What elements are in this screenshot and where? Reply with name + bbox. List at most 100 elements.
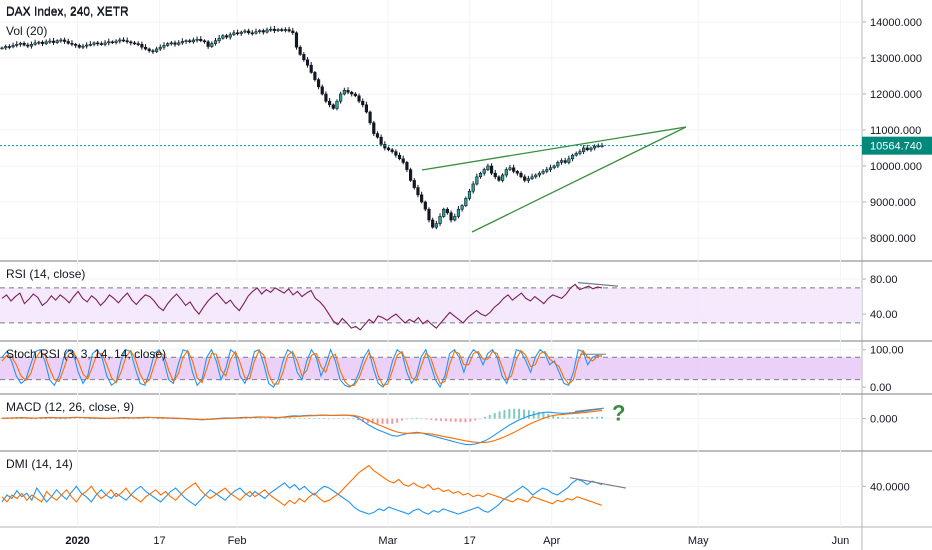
macd-histogram-bar [79, 418, 82, 420]
volume-legend[interactable]: Vol (20) [6, 24, 48, 38]
candle [353, 93, 357, 97]
candle [556, 162, 560, 167]
macd-histogram-bar [508, 409, 511, 419]
candle [40, 41, 45, 44]
macd-histogram-bar [108, 418, 111, 420]
candle [29, 44, 34, 47]
candle [0, 47, 4, 50]
macd-histogram-bar [20, 418, 23, 419]
candle [77, 45, 81, 48]
macd-histogram-bar [303, 418, 306, 419]
candle [578, 151, 582, 154]
price-axis[interactable]: 8000.000 9000.000 10000.000 11000.000 12000.… [862, 17, 932, 493]
candle [460, 205, 464, 210]
candle [74, 44, 78, 46]
candle [541, 171, 545, 174]
macd-histogram-bar [527, 410, 530, 419]
candle [482, 169, 486, 174]
candle [523, 176, 527, 181]
candle [228, 34, 232, 38]
candle [596, 145, 600, 148]
candle [320, 86, 324, 95]
candle [166, 43, 170, 46]
macd-histogram-bar [396, 418, 399, 423]
candle [383, 144, 387, 149]
candle [394, 151, 398, 156]
macd-histogram-bar [54, 418, 57, 420]
candle [401, 158, 405, 163]
candle [464, 198, 468, 206]
macd-histogram-bar [513, 408, 516, 419]
macd-histogram-bar [249, 418, 252, 420]
candle [136, 43, 140, 45]
macd-histogram-bar [444, 418, 447, 422]
candle [467, 190, 472, 199]
candle [456, 208, 461, 217]
macd-histogram-bar [132, 418, 135, 420]
macd-histogram-bar [259, 418, 262, 419]
candle [180, 41, 184, 44]
macd-histogram-bar [59, 418, 62, 420]
candle [239, 31, 243, 34]
candle [48, 40, 52, 43]
macd-histogram-bar [459, 418, 462, 423]
candle [548, 167, 553, 170]
macd-histogram-bar [49, 418, 52, 419]
candle [103, 42, 107, 45]
candle [173, 42, 177, 45]
candle [386, 147, 391, 151]
candle [206, 41, 210, 47]
candle [567, 158, 571, 163]
macd-histogram-bar [552, 415, 555, 419]
candle [427, 208, 431, 221]
candle [593, 145, 597, 149]
wedge-lower-trendline [471, 126, 687, 233]
candle [346, 90, 350, 93]
candle [501, 174, 505, 181]
dmi-pane-title: DMI (14, 14) [6, 457, 73, 471]
candle [294, 32, 299, 48]
candle [475, 176, 479, 185]
symbol-legend[interactable]: DAX Index, 240, XETR [6, 4, 129, 18]
candle [81, 45, 85, 48]
candle [191, 39, 195, 43]
macd-histogram-bar [83, 418, 86, 420]
macd-histogram-bar [93, 418, 96, 420]
candle [217, 37, 221, 42]
candle [199, 38, 203, 42]
candle [574, 153, 578, 156]
candle [283, 29, 288, 31]
candle [537, 172, 542, 176]
rsi-pane-title: RSI (14, close) [6, 267, 85, 281]
macd-histogram-bar [557, 416, 560, 419]
macd-histogram-bar [157, 418, 160, 420]
macd-histogram-bar [244, 418, 247, 419]
candle [232, 32, 236, 35]
candle [497, 176, 501, 181]
macd-histogram-bar [479, 418, 482, 420]
macd-histogram-bar [69, 418, 72, 420]
macd-histogram-bar [137, 418, 140, 420]
macd-histogram-bar [161, 418, 164, 420]
macd-histogram-bar [522, 409, 525, 419]
candle [247, 30, 251, 34]
macd-histogram-bar [113, 418, 116, 420]
candle [195, 38, 199, 41]
candle [368, 111, 372, 124]
candle [37, 41, 41, 44]
time-tick-label: 2020 [65, 535, 89, 547]
candle [453, 216, 457, 221]
macd-histogram-bar [352, 418, 355, 420]
macd-histogram-bar [503, 410, 506, 419]
macd-histogram-bar [576, 417, 579, 419]
candle [375, 133, 380, 138]
macd-histogram-bar [10, 418, 13, 420]
macd-histogram-bar [74, 418, 77, 419]
macd-histogram-bar [30, 418, 33, 420]
time-tick-label: Jun [832, 535, 850, 547]
candle [434, 223, 438, 228]
time-axis[interactable]: 2020 17 Feb Mar 17 Apr May Jun [65, 535, 849, 547]
macd-histogram-bar [15, 418, 18, 420]
macd-histogram-bar [542, 412, 545, 419]
